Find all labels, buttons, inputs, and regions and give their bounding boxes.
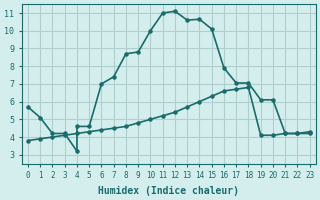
X-axis label: Humidex (Indice chaleur): Humidex (Indice chaleur) bbox=[98, 186, 239, 196]
